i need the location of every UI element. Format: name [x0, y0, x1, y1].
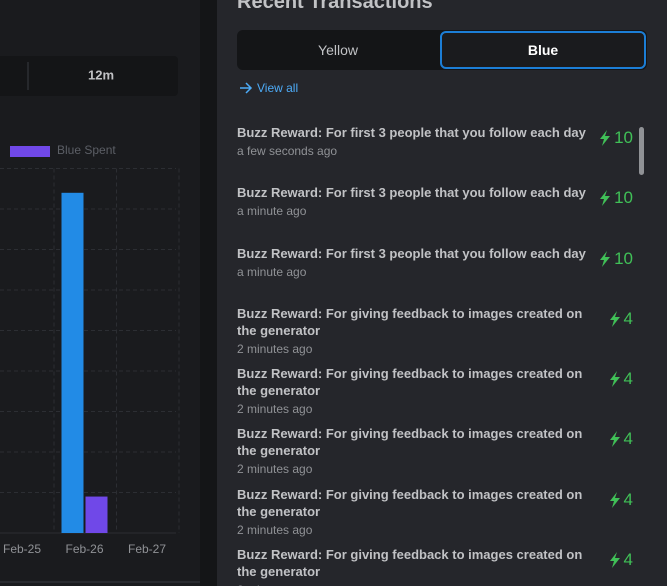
transaction-time: 2 minutes ago	[237, 522, 313, 537]
view-all-text[interactable]: View all	[257, 81, 299, 95]
transaction-time: 2 minutes ago	[237, 402, 313, 417]
transaction-item[interactable]: Buzz Reward: For first 3 people that you…	[237, 245, 637, 305]
bolt-icon	[600, 130, 611, 146]
x-tick-label: Feb-25	[3, 542, 41, 556]
transaction-amount: 4	[609, 309, 633, 329]
transaction-amount: 4	[609, 490, 633, 510]
transaction-item[interactable]: Buzz Reward: For first 3 people that you…	[237, 124, 637, 184]
transaction-title: Buzz Reward: For first 3 people that you…	[237, 245, 586, 261]
bolt-icon	[609, 552, 620, 569]
x-tick-label: Feb-26	[65, 542, 103, 556]
transaction-title: Buzz Reward: For giving feedback to imag…	[237, 305, 583, 338]
bar	[61, 192, 84, 534]
transaction-time: a few seconds ago	[237, 144, 338, 158]
view-all-link[interactable]: View all	[239, 81, 298, 95]
bolt-icon	[609, 431, 620, 448]
chart-panel: 12m Blue Spent Feb-25 Feb-26 Feb-27	[0, 0, 217, 586]
bolt-icon	[600, 190, 611, 207]
transaction-item[interactable]: Buzz Reward: For first 3 people that you…	[237, 184, 637, 244]
transaction-time: a minute ago	[237, 204, 307, 219]
scrollbar[interactable]	[639, 127, 644, 175]
bolt-icon	[609, 371, 620, 388]
transaction-item[interactable]: Buzz Reward: For giving feedback to imag…	[237, 425, 637, 485]
transaction-amount: 10	[599, 188, 633, 208]
transaction-title: Buzz Reward: For giving feedback to imag…	[237, 426, 583, 459]
transaction-amount: 4	[609, 550, 633, 570]
amount-value: 10	[614, 248, 633, 268]
transaction-title: Buzz Reward: For giving feedback to imag…	[237, 486, 583, 519]
transaction-amount: 10	[599, 249, 633, 269]
amount-value: 4	[623, 308, 633, 328]
amount-value: 10	[614, 128, 633, 147]
amount-value: 10	[614, 188, 633, 208]
tab[interactable]: Yellow	[318, 42, 358, 58]
transaction-amount: 10	[599, 128, 633, 148]
bolt-icon	[609, 310, 620, 327]
amount-value: 4	[623, 369, 633, 389]
legend-swatch	[10, 146, 50, 157]
tab[interactable]: Blue	[440, 31, 646, 69]
amount-value: 4	[623, 489, 633, 509]
tabs: Yellow Blue	[237, 30, 647, 70]
transaction-amount: 4	[609, 429, 633, 449]
transaction-item[interactable]: Buzz Reward: For giving feedback to imag…	[237, 305, 637, 365]
transaction-title: Buzz Reward: For giving feedback to imag…	[237, 366, 583, 399]
bolt-icon	[600, 250, 611, 267]
amount-value: 4	[623, 429, 633, 449]
x-tick-label: Feb-27	[128, 542, 166, 556]
transaction-title: Buzz Reward: For first 3 people that you…	[237, 185, 586, 201]
transaction-title: Buzz Reward: For giving feedback to imag…	[237, 547, 583, 580]
transaction-amount: 4	[609, 369, 633, 389]
transaction-item[interactable]: Buzz Reward: For giving feedback to imag…	[237, 486, 637, 546]
transaction-time: 2 minutes ago	[237, 583, 637, 586]
transaction-item[interactable]: Buzz Reward: For giving feedback to imag…	[237, 365, 637, 425]
panel-title: Recent Transactions	[237, 0, 433, 13]
bolt-icon	[609, 491, 620, 508]
transaction-list: Buzz Reward: For first 3 people that you…	[237, 124, 637, 586]
arrow-icon	[240, 82, 253, 94]
transaction-item[interactable]: Buzz Reward: For giving feedback to imag…	[237, 546, 637, 586]
range-selector[interactable]	[0, 56, 178, 96]
range-option[interactable]: 12m	[88, 67, 114, 82]
transaction-time: a minute ago	[237, 264, 307, 279]
divider	[200, 0, 217, 586]
amount-value: 4	[623, 550, 633, 570]
transactions-panel: Recent Transactions Yellow Blue View all …	[217, 0, 667, 586]
legend-label: Blue Spent	[57, 143, 116, 157]
bar	[85, 496, 108, 533]
transaction-title: Buzz Reward: For first 3 people that you…	[237, 125, 586, 140]
transaction-time: 2 minutes ago	[237, 462, 313, 477]
transaction-time: 2 minutes ago	[237, 341, 313, 356]
